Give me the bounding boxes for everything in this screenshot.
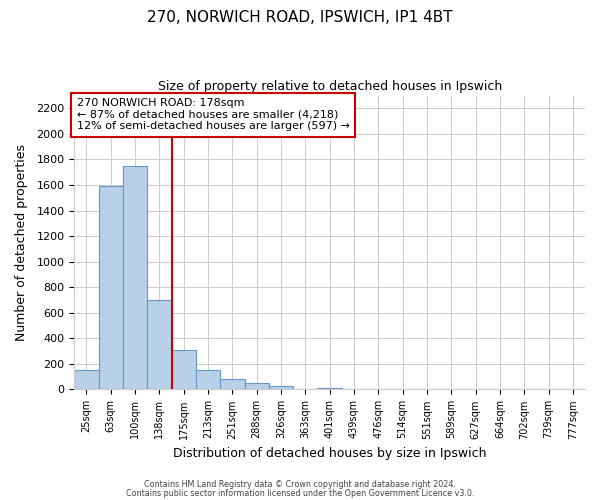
Bar (172, 350, 196, 390)
Bar (220, 378, 245, 390)
Y-axis label: Number of detached properties: Number of detached properties (15, 144, 28, 341)
Text: 270, NORWICH ROAD, IPSWICH, IP1 4BT: 270, NORWICH ROAD, IPSWICH, IP1 4BT (147, 10, 453, 25)
Text: 270 NORWICH ROAD: 178sqm
← 87% of detached houses are smaller (4,218)
12% of sem: 270 NORWICH ROAD: 178sqm ← 87% of detach… (77, 98, 350, 132)
Text: Contains public sector information licensed under the Open Government Licence v3: Contains public sector information licen… (126, 489, 474, 498)
Bar (245, 383, 269, 390)
Bar (317, 388, 342, 390)
Bar (269, 386, 293, 390)
X-axis label: Distribution of detached houses by size in Ipswich: Distribution of detached houses by size … (173, 447, 487, 460)
Bar (74, 370, 98, 390)
Bar (147, 300, 172, 390)
Bar (196, 370, 220, 390)
Bar (123, 166, 147, 390)
Text: Contains HM Land Registry data © Crown copyright and database right 2024.: Contains HM Land Registry data © Crown c… (144, 480, 456, 489)
Bar (98, 186, 123, 390)
Title: Size of property relative to detached houses in Ipswich: Size of property relative to detached ho… (158, 80, 502, 93)
